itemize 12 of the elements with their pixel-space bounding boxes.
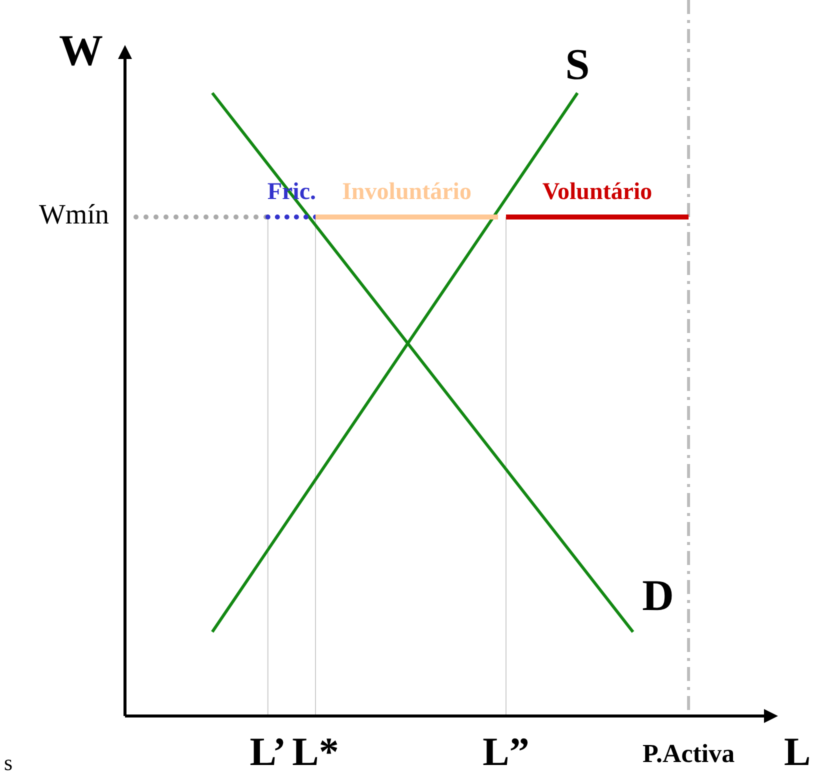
series-label: S [565,40,590,89]
series-label: Involuntário [342,178,472,205]
x-tick-label: L’ [250,729,286,774]
y-axis-title: W [59,26,103,75]
ref-line-label: Wmín [39,199,109,230]
text: s [4,750,13,775]
x-axis-title: L [784,729,811,774]
x-tick-label: L* [292,729,339,774]
x-tick-label: L” [482,729,530,774]
series-label: Voluntário [542,178,652,205]
x-tick-label: P.Activa [642,738,735,768]
series-label: D [642,570,674,620]
